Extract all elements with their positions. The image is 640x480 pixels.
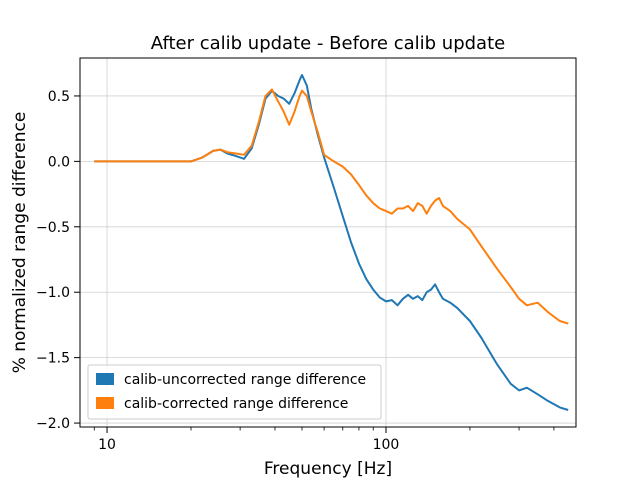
series-lines (94, 74, 569, 411)
y-tick-label: −2.0 (36, 416, 70, 432)
y-tick-label: −1.0 (36, 285, 70, 301)
legend-swatch-uncorrected (96, 373, 114, 385)
x-tick-label: 10 (98, 437, 116, 453)
legend-label-corrected: calib-corrected range difference (124, 396, 348, 412)
legend: calib-uncorrected range difference calib… (87, 364, 382, 420)
legend-swatch-corrected (96, 397, 114, 409)
x-tick-label: 100 (373, 437, 400, 453)
legend-box (87, 364, 382, 420)
plot-frame (79, 57, 577, 428)
x-axis-label: Frequency [Hz] (264, 459, 392, 479)
axis-ticks: 10 100 0.5 0.0 −0.5 −1.0 −1.5 −2.0 (36, 89, 555, 453)
y-tick-label: 0.5 (48, 89, 70, 105)
y-tick-label: −0.5 (36, 220, 70, 236)
series-line-corrected (94, 88, 569, 325)
y-tick-label: 0.0 (48, 154, 70, 170)
y-tick-label: −1.5 (36, 351, 70, 367)
series-line-uncorrected (94, 74, 569, 411)
y-axis-label: % normalized range difference (10, 112, 30, 374)
chart-title: After calib update - Before calib update (151, 33, 505, 54)
legend-label-uncorrected: calib-uncorrected range difference (124, 372, 366, 388)
